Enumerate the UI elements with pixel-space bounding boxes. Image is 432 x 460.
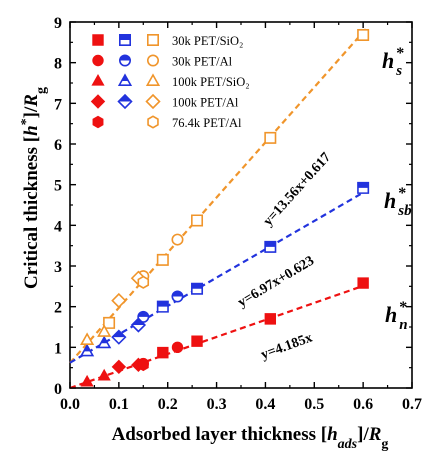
- y-tick-label: 5: [54, 178, 62, 195]
- legend-marker-diamond: [90, 94, 106, 109]
- data-point-square: [357, 181, 370, 194]
- data-point-triangle: [97, 368, 111, 381]
- data-point-circle: [171, 341, 184, 353]
- legend-entry: 76.4k PET/Al: [172, 116, 242, 130]
- y-tick-label: 6: [54, 137, 62, 154]
- data-point-triangle: [80, 332, 95, 345]
- data-point-square: [357, 29, 370, 42]
- legend-marker-hexagon: [92, 115, 104, 129]
- y-tick-label: 0: [54, 381, 62, 398]
- data-point-square: [264, 240, 277, 253]
- fit-equation-s: y=13.56x+0.617: [261, 150, 334, 229]
- data-point-square: [157, 346, 169, 359]
- legend-marker-square: [92, 34, 104, 46]
- data-point-circle: [171, 290, 184, 303]
- fit-equation-n: y=4.185x: [259, 331, 314, 363]
- legend-marker-circle: [118, 54, 132, 67]
- x-tick-label: 0.2: [158, 396, 178, 413]
- legend-marker-circle: [92, 54, 104, 67]
- y-tick-label: 1: [54, 340, 62, 357]
- data-points: [80, 29, 370, 387]
- x-tick-label: 0.7: [402, 396, 422, 413]
- x-tick-label: 0.6: [353, 396, 373, 413]
- data-point-triangle: [97, 324, 112, 337]
- data-point-diamond: [111, 359, 127, 375]
- legend-entry: 100k PET/Al: [172, 96, 239, 110]
- legend-entry: 100k PET/SiO₂: [172, 75, 250, 89]
- data-point-square: [191, 214, 204, 227]
- data-point-square: [156, 253, 169, 266]
- legend: 30k PET/SiO₂ 30k PET/Al 100k PET/SiO₂ 100k …: [90, 34, 250, 130]
- annotations: y=13.56x+0.617 h * s y=6.97x+0.623 h * sb y=4.18…: [235, 45, 412, 363]
- x-tick-label: 0.0: [60, 396, 80, 413]
- data-point-square: [191, 282, 204, 295]
- legend-marker-triangle: [117, 73, 133, 86]
- data-point-square: [191, 335, 203, 347]
- data-point-diamond: [111, 292, 127, 309]
- legend-marker-diamond: [145, 93, 161, 110]
- data-point-square: [264, 131, 277, 144]
- x-tick-label: 0.4: [255, 396, 275, 413]
- legend-marker-triangle: [91, 74, 105, 86]
- fit-equation-sb: y=6.97x+0.623: [235, 253, 316, 310]
- legend-marker-triangle: [145, 73, 161, 86]
- y-tick-label: 7: [54, 96, 62, 113]
- legend-entry: 30k PET/Al: [172, 55, 233, 69]
- y-tick-label: 4: [54, 218, 62, 235]
- data-point-square: [156, 300, 169, 313]
- y-tick-label: 8: [54, 56, 62, 73]
- legend-marker-square: [119, 34, 131, 46]
- x-tick-label: 0.3: [207, 396, 227, 413]
- legend-marker-diamond: [117, 93, 133, 110]
- y-axis-title: Critical thickness [h*]/Rg: [19, 87, 49, 289]
- legend-marker-hexagon: [147, 115, 159, 129]
- x-axis-title: Adsorbed layer thickness [hads]/Rg: [112, 424, 389, 452]
- data-point-hexagon: [137, 275, 150, 289]
- data-point-circle: [171, 233, 184, 246]
- data-point-square: [357, 277, 369, 289]
- legend-marker-square: [147, 34, 159, 46]
- data-point-square: [103, 316, 116, 329]
- data-point-diamond: [111, 329, 127, 345]
- y-tick-label: 3: [54, 259, 62, 276]
- data-point-triangle: [80, 374, 94, 387]
- legend-entry: 30k PET/SiO₂: [172, 34, 243, 48]
- y-tick-label: 9: [54, 15, 62, 32]
- fit-label-n: h * n: [385, 299, 408, 333]
- x-tick-label: 0.1: [109, 396, 129, 413]
- legend-marker-circle: [146, 54, 160, 67]
- data-point-diamond: [130, 317, 147, 333]
- data-point-triangle: [80, 343, 95, 357]
- axes: 0.0 0.1 0.2 0.3 0.4 0.5 0.6 0.7 0 1 2 3 4 5 6 7 8 9: [54, 15, 422, 413]
- data-point-triangle: [97, 335, 112, 349]
- y-tick-label: 2: [54, 300, 62, 317]
- fit-label-s: h * s: [382, 45, 404, 79]
- data-point-hexagon: [137, 358, 149, 372]
- data-point-square: [264, 313, 277, 325]
- fit-label-sb: h * sb: [384, 185, 412, 219]
- x-tick-label: 0.5: [304, 396, 324, 413]
- fit-line-sb: [69, 188, 369, 364]
